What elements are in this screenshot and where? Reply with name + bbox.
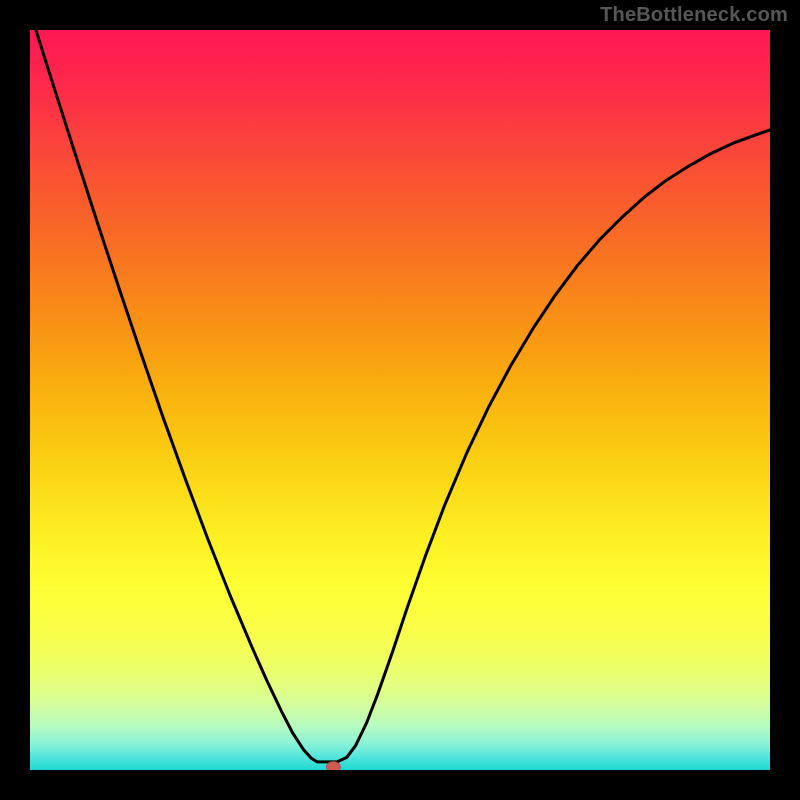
chart-container: TheBottleneck.com — [0, 0, 800, 800]
gradient-background — [30, 30, 770, 770]
attribution-watermark: TheBottleneck.com — [600, 4, 788, 27]
bottleneck-chart — [0, 0, 800, 800]
